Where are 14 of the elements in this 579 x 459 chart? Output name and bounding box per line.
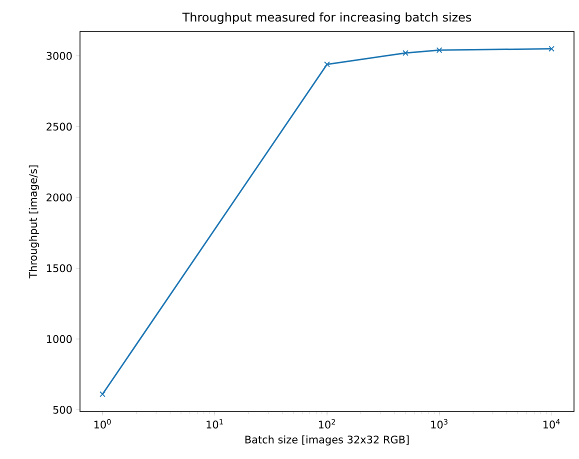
y-tick-label: 1000 <box>47 335 72 343</box>
x-axis-title: Batch size [images 32x32 RGB] <box>245 435 409 446</box>
y-tick-label: 1500 <box>47 264 72 272</box>
y-tick-label: 2500 <box>46 122 72 131</box>
x-tick-label: 10$^{0}$ <box>94 419 111 429</box>
chart-title: Throughput measured for increasing batch sizes <box>182 12 472 24</box>
y-tick-label: 2000 <box>46 193 72 202</box>
y-tick-label: 3000 <box>46 52 72 60</box>
y-axis-title: Throughput [image/s] <box>28 165 40 278</box>
x-tick-label: 10$^{3}$ <box>431 419 448 429</box>
x-tick-label: 10$^{4}$ <box>543 419 560 428</box>
y-tick-label: 500 <box>53 406 72 414</box>
x-tick-label: 10$^{2}$ <box>318 419 336 429</box>
x-tick-label: 10$^{1}$ <box>206 419 223 428</box>
